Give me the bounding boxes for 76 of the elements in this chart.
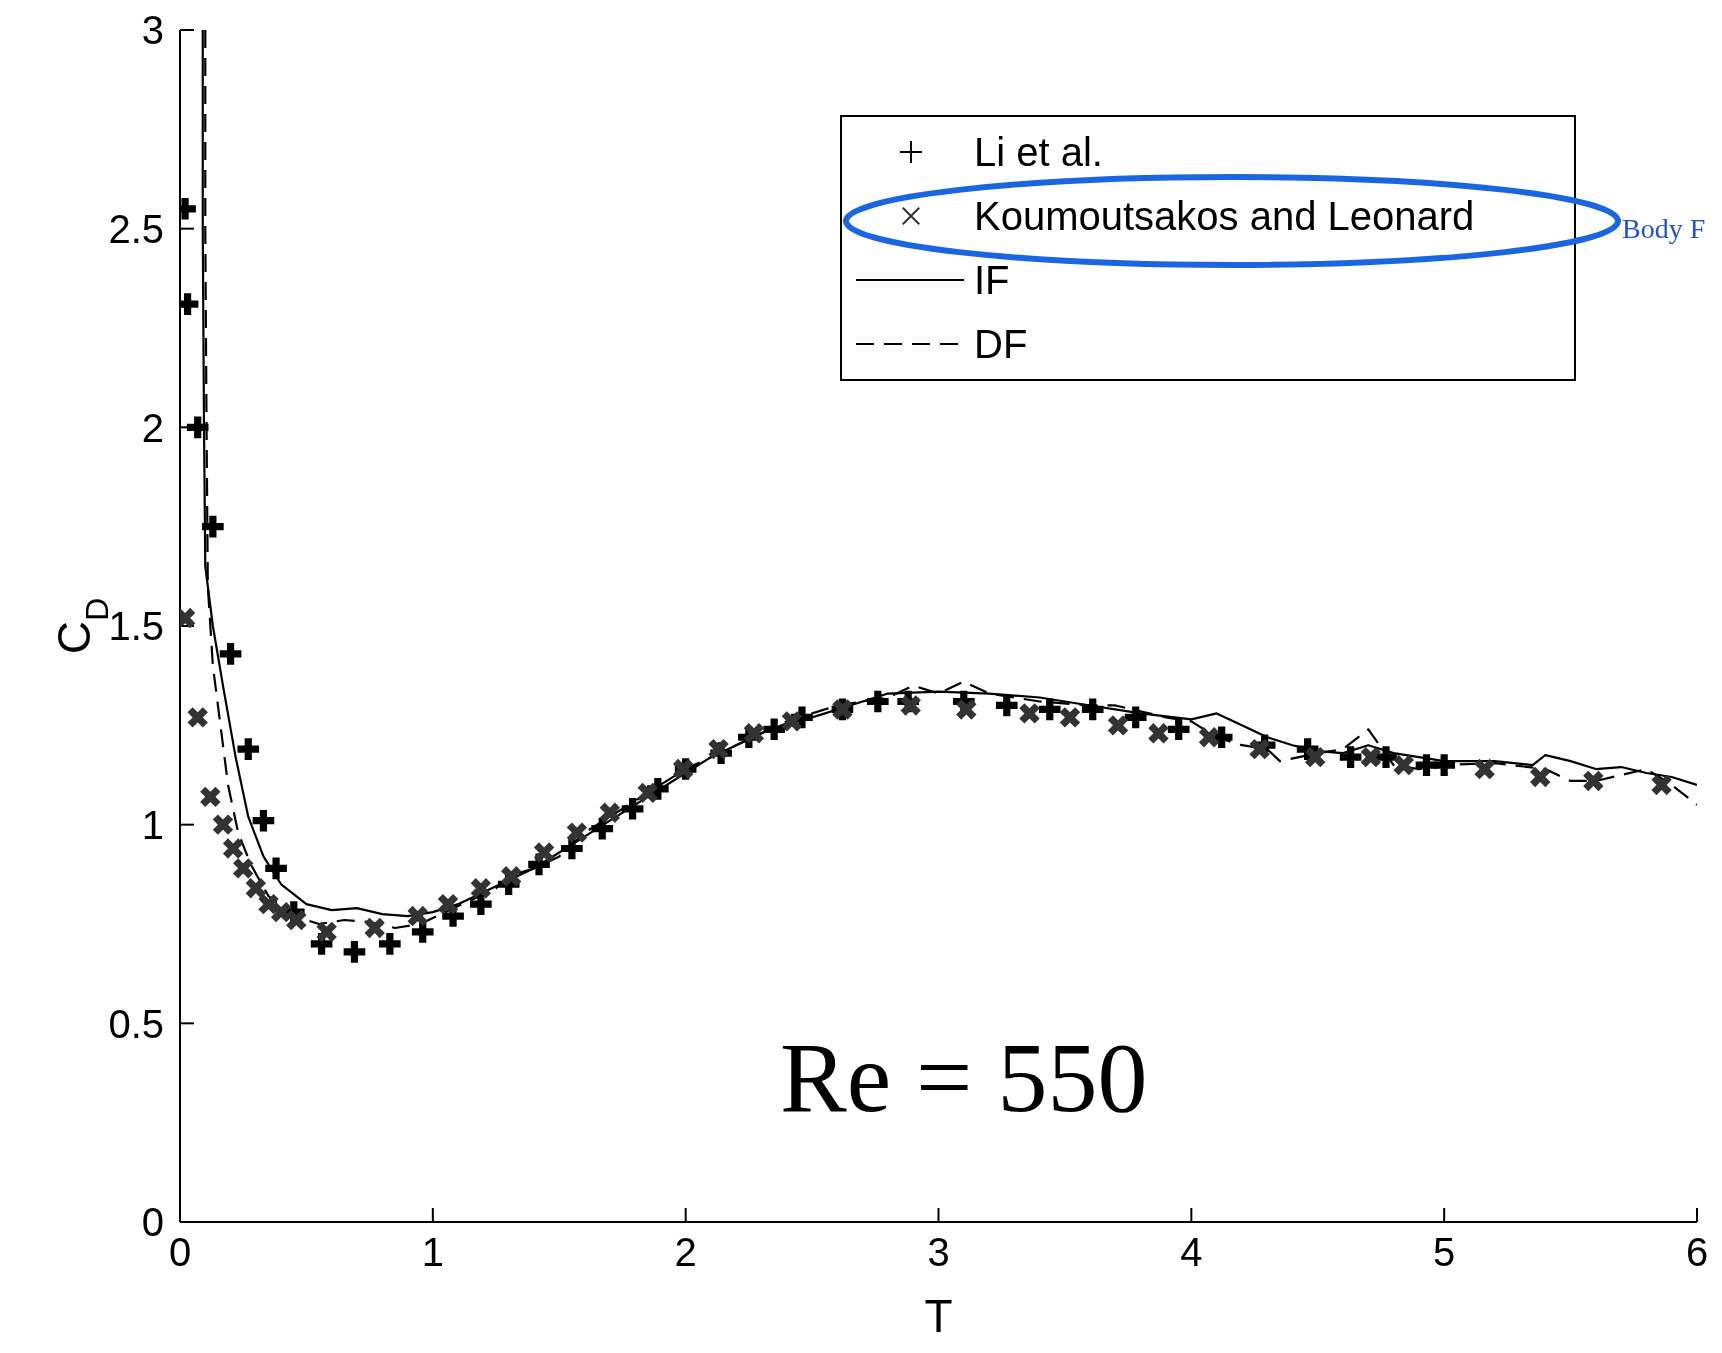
y-tick-label: 2: [141, 405, 164, 450]
y-tick-label: 3: [141, 8, 164, 53]
point: [533, 842, 555, 863]
point: [1107, 715, 1129, 736]
point: [407, 905, 428, 927]
point: [900, 695, 921, 716]
point: [186, 416, 209, 439]
point: [237, 738, 260, 760]
x-axis-title: T: [924, 1290, 953, 1342]
point: [222, 838, 244, 859]
point: [219, 643, 242, 665]
point: [743, 723, 765, 744]
legend-label: DF: [974, 321, 1028, 367]
point: [233, 858, 254, 879]
point: [1019, 703, 1040, 724]
point: [265, 857, 287, 880]
point: [286, 909, 307, 931]
point: [867, 690, 889, 713]
point: [252, 809, 275, 832]
point: [245, 878, 267, 899]
point: [316, 921, 337, 943]
legend-label: IF: [974, 257, 1010, 303]
x-tick-label: 2: [674, 1230, 697, 1275]
point: [379, 933, 401, 955]
point: [1305, 746, 1326, 768]
point: [364, 917, 385, 939]
point: [187, 707, 208, 728]
point: [1167, 718, 1190, 741]
point: [566, 822, 588, 843]
x-tick-label: 6: [1685, 1230, 1709, 1275]
point: [270, 901, 292, 923]
point: [1360, 746, 1382, 768]
point: [1433, 754, 1455, 776]
y-tick-label: 0: [141, 1200, 164, 1245]
point: [470, 893, 492, 915]
y-tick-label: 1: [141, 802, 164, 847]
x-tick-label: 4: [1180, 1230, 1203, 1275]
point: [501, 866, 522, 887]
point: [1474, 758, 1495, 780]
x-tick-label: 5: [1433, 1230, 1456, 1275]
point: [437, 893, 459, 915]
point: [470, 878, 492, 899]
x-tick-label: 1: [421, 1230, 444, 1275]
point: [200, 786, 221, 808]
point: [591, 817, 614, 840]
point: [1198, 727, 1220, 748]
legend-label: Koumoutsakos and Leonard: [974, 193, 1475, 239]
point: [411, 921, 434, 943]
point: [1038, 698, 1061, 721]
point: [343, 941, 366, 963]
point: [599, 802, 621, 823]
point: [1583, 770, 1604, 792]
point: [1339, 746, 1362, 768]
point: [561, 837, 583, 860]
point: [621, 797, 644, 820]
annotation: Re = 550: [780, 1021, 1148, 1133]
point: [202, 515, 224, 538]
point: [995, 694, 1018, 717]
point: [1081, 698, 1104, 721]
point: [1393, 754, 1414, 776]
point: [1148, 723, 1169, 744]
point: [956, 699, 977, 720]
point: [212, 814, 234, 835]
legend-label: Li et al.: [974, 129, 1103, 175]
point: [637, 782, 658, 804]
y-tick-label: 2.5: [108, 206, 164, 251]
point: [1059, 707, 1081, 728]
point: [1249, 738, 1270, 760]
x-tick-label: 3: [927, 1230, 950, 1275]
annotation: Body F: [1622, 213, 1706, 244]
point: [1124, 706, 1147, 729]
point: [781, 711, 803, 732]
y-tick-label: 0.5: [108, 1001, 164, 1046]
point: [1651, 774, 1672, 796]
point: [1530, 766, 1551, 788]
point: [763, 718, 785, 741]
